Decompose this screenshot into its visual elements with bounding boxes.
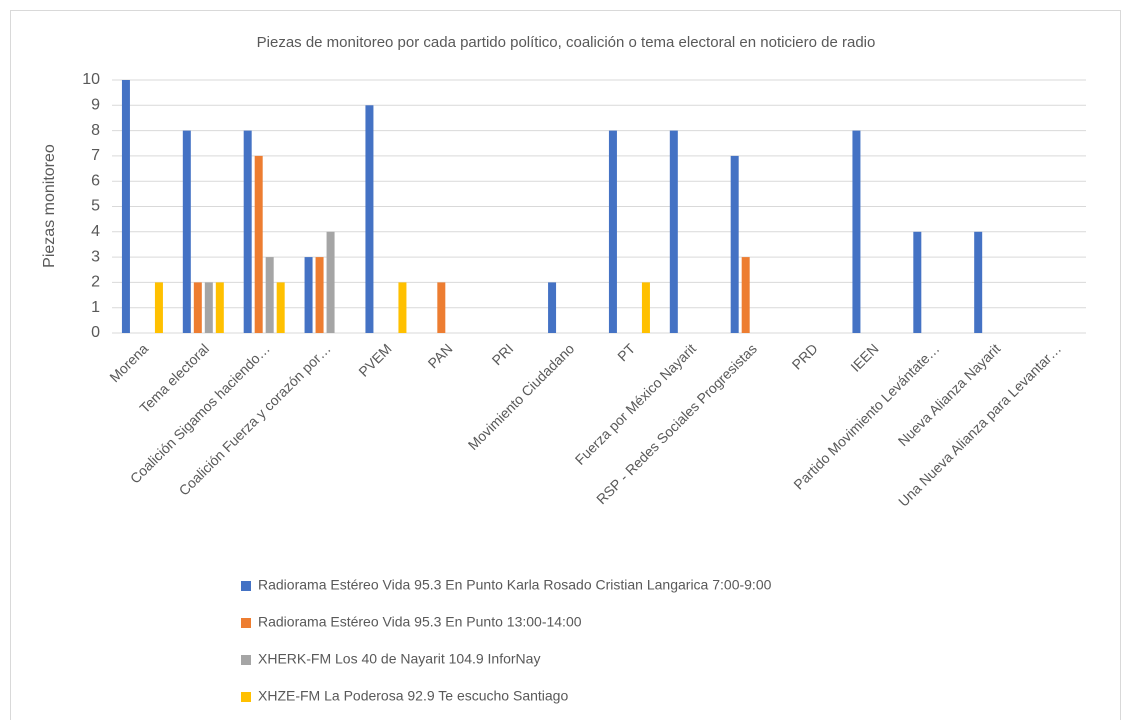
y-tick-label: 1 [91,299,100,316]
bar [548,282,557,333]
bar [326,231,335,333]
y-tick-label: 7 [91,147,100,164]
y-tick-label: 2 [91,274,100,291]
bar [669,130,678,333]
bar [204,282,213,333]
y-tick-label: 5 [91,198,100,215]
bar [182,130,191,333]
legend-swatch [241,618,251,628]
bar [641,282,650,333]
bar [437,282,446,333]
bar [608,130,617,333]
y-tick-label: 9 [91,97,100,114]
bar [265,257,274,333]
legend-swatch [241,581,251,591]
chart-frame [10,10,1121,725]
bar [974,231,983,333]
bar [913,231,922,333]
bar [741,257,750,333]
legend-swatch [241,692,251,702]
bar [852,130,861,333]
legend-swatch [241,655,251,665]
legend-label: XHERK-FM Los 40 de Nayarit 104.9 InforNa… [258,651,540,667]
bar [365,105,374,333]
y-axis-label: Piezas monitoreo [41,144,58,268]
legend-label: Radiorama Estéreo Vida 95.3 En Punto 13:… [258,614,582,630]
y-tick-label: 8 [91,122,100,139]
bar [276,282,285,333]
y-tick-label: 10 [82,71,100,88]
bar [215,282,224,333]
bar [315,257,324,333]
bar [243,130,252,333]
y-tick-label: 6 [91,172,100,189]
bar [398,282,407,333]
bar [730,155,739,333]
y-tick-label: 3 [91,248,100,265]
y-tick-label: 0 [91,324,100,341]
bar [254,155,263,333]
bar [193,282,202,333]
legend-label: Radiorama Estéreo Vida 95.3 En Punto Kar… [258,577,772,593]
chart-title: Piezas de monitoreo por cada partido pol… [257,34,876,51]
legend-label: XHZE-FM La Poderosa 92.9 Te escucho Sant… [258,688,568,704]
bar [121,80,130,333]
bar [304,257,313,333]
bar [154,282,163,333]
y-tick-label: 4 [91,223,100,240]
